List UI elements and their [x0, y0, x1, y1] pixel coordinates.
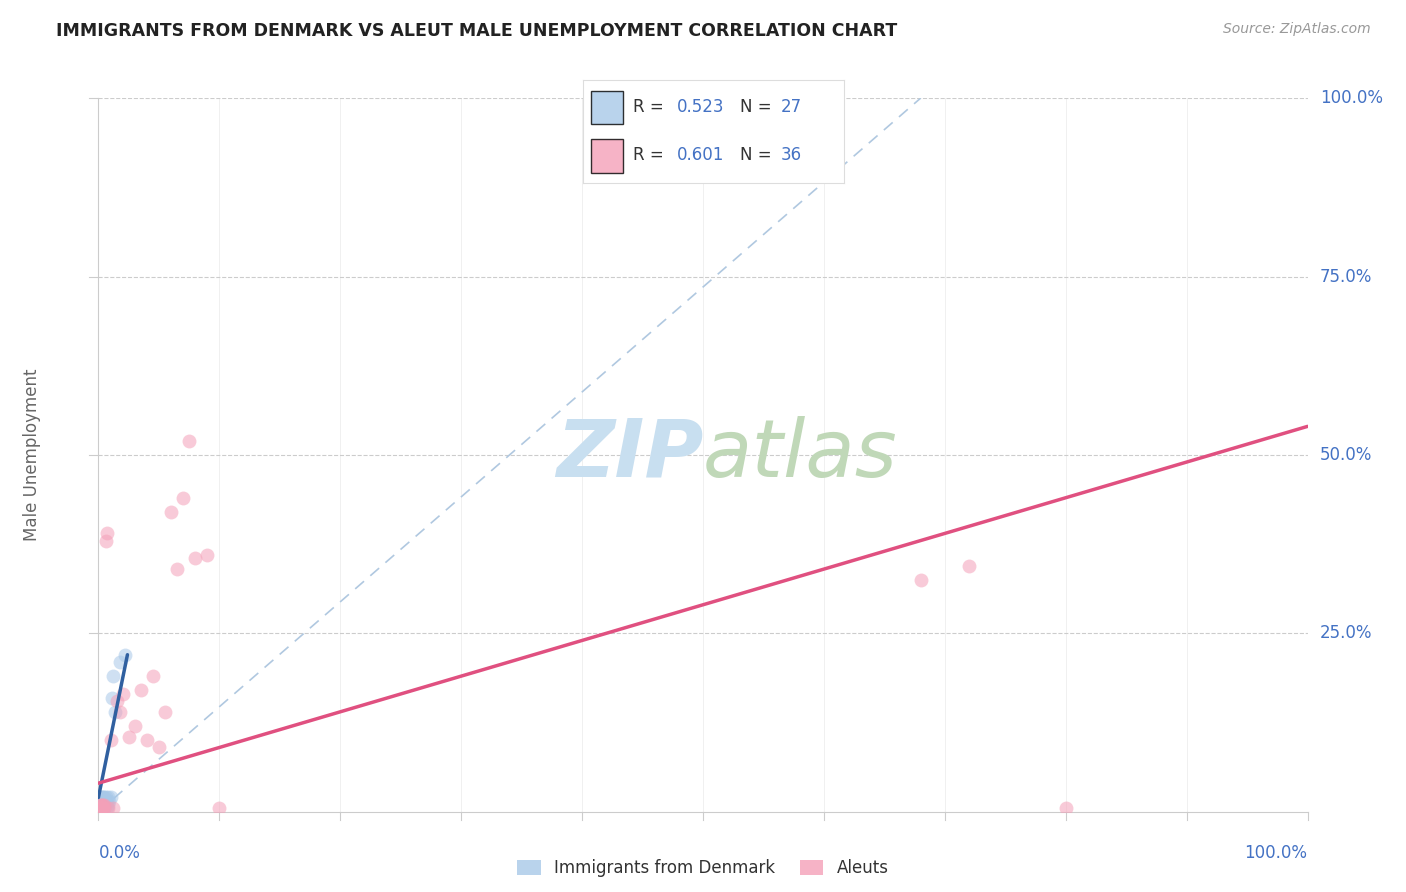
Text: 75.0%: 75.0% [1320, 268, 1372, 285]
Point [89, 801, 111, 815]
Point [135, 733, 157, 747]
Point [124, 719, 146, 733]
Text: R =: R = [633, 98, 669, 117]
Point [97, 797, 120, 812]
Text: Male Unemployment: Male Unemployment [22, 368, 41, 541]
Point [101, 801, 124, 815]
Text: N =: N = [740, 146, 776, 164]
Point [91, 801, 114, 815]
Legend: Immigrants from Denmark, Aleuts: Immigrants from Denmark, Aleuts [509, 851, 897, 886]
Point [91, 797, 114, 812]
Point [101, 669, 124, 683]
Point [153, 705, 176, 719]
Point [172, 491, 194, 505]
Point [93, 797, 115, 812]
Point [100, 690, 122, 705]
Point [100, 790, 122, 805]
Point [105, 694, 128, 708]
Point [91, 801, 114, 815]
Point [108, 705, 131, 719]
Point [957, 558, 980, 573]
Point [129, 683, 152, 698]
Point [789, 105, 811, 120]
Point [1054, 801, 1077, 815]
Point [108, 655, 131, 669]
Point [111, 687, 134, 701]
Point [93, 797, 115, 812]
Point [96, 794, 118, 808]
Point [100, 733, 122, 747]
Point [166, 562, 188, 576]
Point [89, 797, 111, 812]
FancyBboxPatch shape [592, 91, 623, 124]
Point [93, 790, 115, 805]
Point [160, 505, 183, 519]
Text: 25.0%: 25.0% [1320, 624, 1372, 642]
Point [90, 794, 112, 808]
Point [148, 740, 170, 755]
Point [98, 794, 121, 808]
Point [208, 801, 231, 815]
Point [91, 801, 114, 815]
Point [94, 790, 117, 805]
Point [118, 730, 141, 744]
Text: 36: 36 [782, 146, 803, 164]
Point [96, 526, 118, 541]
Point [93, 801, 115, 815]
Text: 50.0%: 50.0% [1320, 446, 1372, 464]
Point [91, 801, 114, 815]
Point [91, 797, 114, 812]
Point [90, 801, 112, 815]
Point [195, 548, 218, 562]
Text: 100.0%: 100.0% [1320, 89, 1382, 107]
Point [96, 801, 118, 815]
Text: 0.601: 0.601 [678, 146, 724, 164]
Point [104, 705, 127, 719]
Point [90, 790, 112, 805]
Point [91, 790, 114, 805]
Point [91, 797, 114, 812]
Point [89, 797, 111, 812]
Point [94, 797, 117, 812]
Text: 0.0%: 0.0% [98, 844, 141, 862]
Point [910, 573, 932, 587]
Point [177, 434, 201, 448]
Text: 100.0%: 100.0% [1244, 844, 1308, 862]
Point [91, 797, 114, 812]
Text: R =: R = [633, 146, 669, 164]
Point [97, 801, 120, 815]
Text: 0.523: 0.523 [678, 98, 724, 117]
Point [89, 801, 111, 815]
Text: 27: 27 [782, 98, 803, 117]
FancyBboxPatch shape [592, 139, 623, 173]
Text: atlas: atlas [703, 416, 898, 494]
Point [93, 801, 115, 815]
Text: Source: ZipAtlas.com: Source: ZipAtlas.com [1223, 22, 1371, 37]
Text: N =: N = [740, 98, 776, 117]
Text: ZIP: ZIP [555, 416, 703, 494]
Point [114, 648, 136, 662]
Point [184, 551, 207, 566]
Point [142, 669, 165, 683]
Point [97, 790, 120, 805]
Point [91, 790, 114, 805]
Point [90, 797, 112, 812]
Point [94, 533, 117, 548]
Point [90, 801, 112, 815]
Text: IMMIGRANTS FROM DENMARK VS ALEUT MALE UNEMPLOYMENT CORRELATION CHART: IMMIGRANTS FROM DENMARK VS ALEUT MALE UN… [56, 22, 897, 40]
